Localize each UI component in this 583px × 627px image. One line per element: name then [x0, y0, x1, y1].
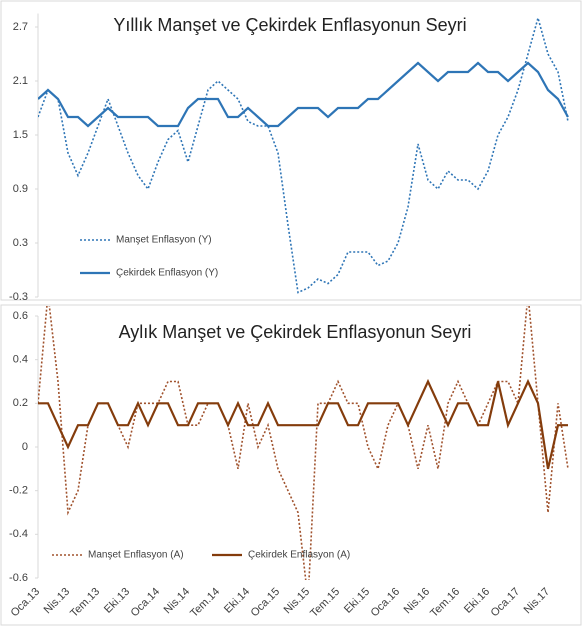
legend-label: Çekirdek Enflasyon (A) [248, 550, 350, 561]
panel-border [0, 0, 582, 301]
legend-label: Çekirdek Enflasyon (Y) [116, 268, 218, 279]
line [38, 378, 568, 470]
plot [38, 306, 569, 580]
y-tick-label: 0.9 [13, 183, 28, 195]
panel-border [0, 304, 582, 626]
x-tick-label: Nis.17 [522, 586, 553, 617]
y-tick-label: 0.2 [13, 397, 28, 409]
x-tick-label: Oca.16 [369, 586, 403, 620]
y-tick-label: -0.6 [9, 572, 28, 584]
chart-title: Yıllık Manşet ve Çekirdek Enflasyonun Se… [113, 15, 466, 35]
y-tick-label: 0.4 [13, 354, 28, 366]
line [38, 15, 569, 294]
x-tick-label: Oca.15 [249, 586, 283, 620]
x-tick-label: Tem.15 [308, 586, 342, 620]
y-tick-label: 1.5 [13, 129, 28, 141]
y-tick-label: 0 [22, 441, 28, 453]
x-tick-label: Eki.13 [102, 586, 132, 616]
plot [38, 15, 569, 294]
y-tick-label: 0.6 [13, 310, 28, 322]
chart-title: Aylık Manşet ve Çekirdek Enflasyonun Sey… [119, 322, 472, 342]
y-tick-label: 2.1 [13, 75, 28, 87]
x-tick-label: Tem.16 [428, 586, 462, 620]
x-tick-label: Oca.13 [9, 586, 43, 620]
y-tick-label: -0.3 [9, 291, 28, 303]
x-tick-label: Eki.14 [222, 586, 252, 616]
legend-label: Manşet Enflasyon (A) [88, 550, 184, 561]
y-tick-label: 2.7 [13, 21, 28, 33]
y-tick-label: 0.3 [13, 237, 28, 249]
legend-label: Manşet Enflasyon (Y) [116, 235, 212, 246]
y-tick-label: -0.2 [9, 485, 28, 497]
line [38, 61, 569, 128]
x-tick-label: Tem.14 [188, 586, 222, 620]
line [38, 306, 569, 580]
y-tick-label: -0.4 [9, 528, 28, 540]
x-tick-label: Eki.16 [462, 586, 492, 616]
x-tick-label: Oca.17 [489, 586, 523, 620]
x-tick-label: Oca.14 [129, 586, 163, 620]
x-tick-label: Eki.15 [342, 586, 372, 616]
x-tick-label: Tem.13 [68, 586, 102, 620]
